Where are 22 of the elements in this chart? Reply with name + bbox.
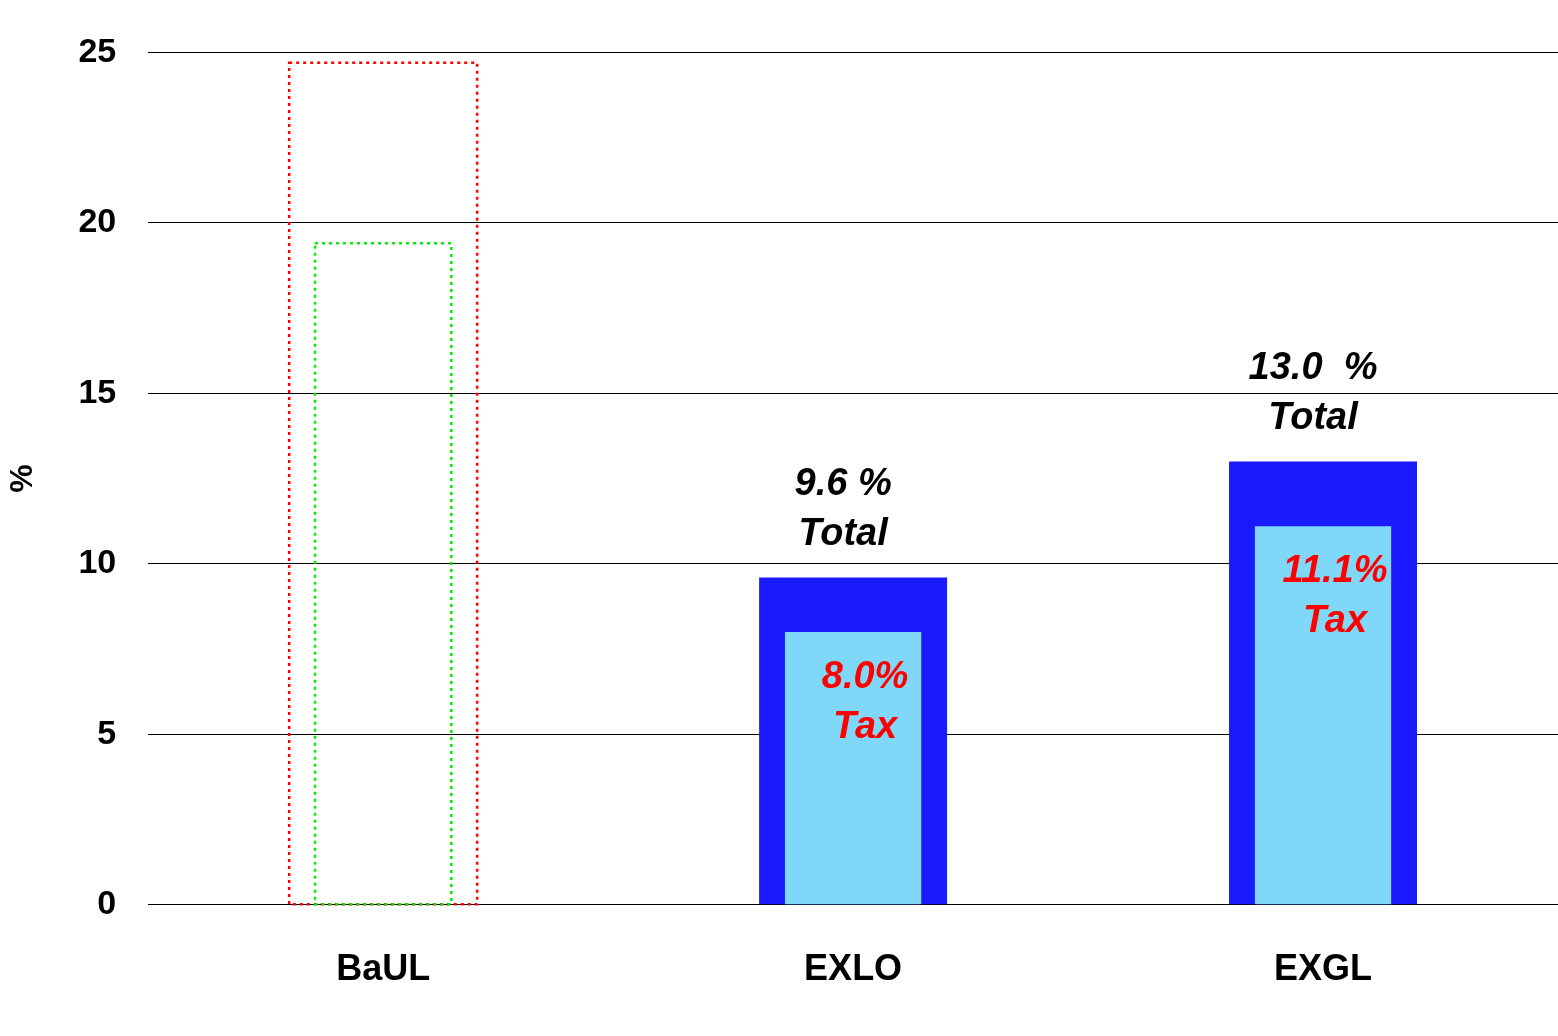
bar — [287, 61, 479, 906]
y-tick-label: 5 — [97, 712, 117, 751]
y-tick-label: 10 — [78, 542, 117, 581]
text: Tax — [1303, 597, 1368, 640]
series-label: Total — [1268, 395, 1360, 438]
y-tick-label: 15 — [78, 371, 117, 410]
bar — [313, 242, 453, 906]
data-label: 11.1% — [1282, 547, 1388, 590]
data-label: 13.0 % — [1248, 345, 1378, 388]
data-label: 9.6 % — [794, 460, 892, 503]
x-tick-label: BaUL — [336, 947, 431, 989]
x-tick-label: EXGL — [1274, 947, 1373, 989]
y-tick-label: 0 — [97, 883, 117, 922]
data-label: 8.0% — [821, 653, 909, 696]
text: Total — [798, 510, 888, 553]
y-tick-label: 25 — [78, 30, 117, 69]
x-tick-label: EXLO — [804, 947, 903, 989]
y-tick-label: 20 — [78, 201, 117, 240]
y-axis-title: % — [3, 464, 40, 493]
series-label: Tax — [833, 703, 900, 746]
bar — [1254, 526, 1392, 905]
bar — [784, 632, 922, 905]
